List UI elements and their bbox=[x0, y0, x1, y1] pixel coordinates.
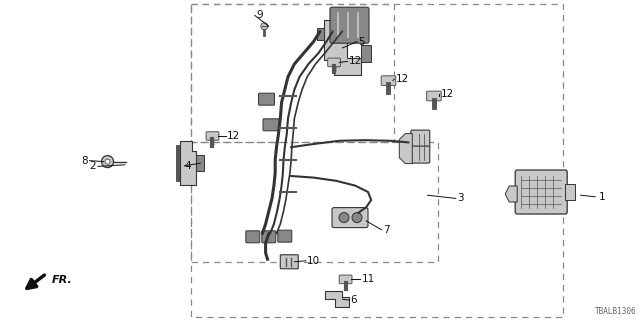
FancyBboxPatch shape bbox=[280, 255, 298, 269]
Polygon shape bbox=[196, 155, 204, 171]
Text: 2: 2 bbox=[90, 161, 96, 172]
Text: 1: 1 bbox=[599, 192, 605, 202]
Polygon shape bbox=[317, 28, 324, 40]
Polygon shape bbox=[565, 184, 575, 200]
Text: 12: 12 bbox=[349, 56, 362, 67]
FancyBboxPatch shape bbox=[206, 132, 219, 140]
Circle shape bbox=[105, 159, 110, 164]
Text: 12: 12 bbox=[440, 89, 454, 100]
Text: 12: 12 bbox=[227, 131, 241, 141]
FancyBboxPatch shape bbox=[330, 7, 369, 43]
Text: 11: 11 bbox=[362, 274, 375, 284]
FancyBboxPatch shape bbox=[332, 208, 368, 228]
Circle shape bbox=[339, 212, 349, 223]
FancyBboxPatch shape bbox=[262, 231, 276, 243]
Polygon shape bbox=[180, 141, 196, 185]
Text: 6: 6 bbox=[351, 295, 357, 305]
FancyBboxPatch shape bbox=[411, 146, 430, 163]
Circle shape bbox=[352, 212, 362, 223]
Text: 9: 9 bbox=[256, 10, 262, 20]
Text: 12: 12 bbox=[396, 74, 409, 84]
Circle shape bbox=[102, 156, 113, 168]
FancyBboxPatch shape bbox=[246, 231, 260, 243]
Polygon shape bbox=[325, 291, 349, 307]
Polygon shape bbox=[324, 20, 361, 75]
Text: FR.: FR. bbox=[52, 276, 72, 285]
FancyBboxPatch shape bbox=[259, 93, 275, 105]
FancyBboxPatch shape bbox=[263, 119, 279, 131]
FancyBboxPatch shape bbox=[427, 91, 441, 101]
FancyBboxPatch shape bbox=[411, 130, 430, 147]
Text: 3: 3 bbox=[457, 193, 463, 204]
Text: 4: 4 bbox=[184, 161, 191, 171]
Circle shape bbox=[261, 23, 268, 30]
FancyBboxPatch shape bbox=[381, 76, 396, 85]
Polygon shape bbox=[361, 44, 371, 61]
FancyBboxPatch shape bbox=[339, 275, 352, 284]
Text: TBALB1306: TBALB1306 bbox=[595, 308, 637, 316]
FancyBboxPatch shape bbox=[328, 58, 340, 67]
FancyBboxPatch shape bbox=[278, 230, 292, 242]
Text: 7: 7 bbox=[383, 225, 389, 235]
Text: 5: 5 bbox=[358, 36, 365, 47]
Polygon shape bbox=[399, 134, 412, 164]
Text: 8: 8 bbox=[82, 156, 88, 166]
Polygon shape bbox=[175, 145, 180, 181]
Polygon shape bbox=[505, 186, 517, 202]
FancyBboxPatch shape bbox=[515, 170, 567, 214]
Text: 10: 10 bbox=[307, 256, 321, 266]
